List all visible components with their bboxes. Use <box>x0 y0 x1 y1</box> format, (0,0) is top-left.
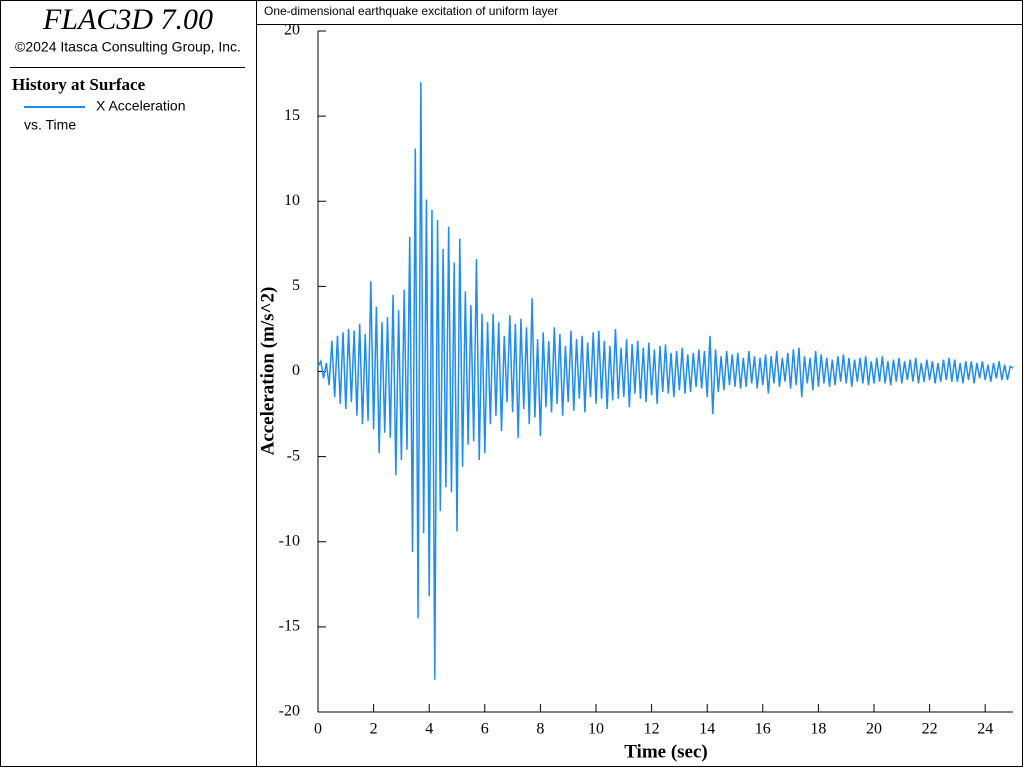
x-tick-label: 16 <box>755 721 771 738</box>
y-tick-label: 20 <box>284 22 300 39</box>
x-tick-label: 0 <box>314 721 322 738</box>
data-line <box>317 82 1014 680</box>
chart-title: One-dimensional earthquake excitation of… <box>264 4 558 18</box>
y-tick-label: 5 <box>292 277 300 294</box>
x-tick-label: 8 <box>536 721 544 738</box>
x-tick-label: 14 <box>699 721 715 738</box>
x-tick-label: 24 <box>977 721 993 738</box>
x-tick-label: 10 <box>588 721 604 738</box>
history-title: History at Surface <box>12 75 146 94</box>
y-tick-label: 10 <box>284 192 300 209</box>
y-tick-label: -20 <box>279 703 300 720</box>
x-tick-label: 4 <box>425 721 433 738</box>
x-tick-label: 6 <box>481 721 489 738</box>
copyright: ©2024 Itasca Consulting Group, Inc. <box>15 39 241 55</box>
y-axis-label: Acceleration (m/s^2) <box>257 287 278 456</box>
history-vs: vs. Time <box>24 117 76 133</box>
y-tick-label: 0 <box>292 362 300 379</box>
x-tick-label: 12 <box>644 721 660 738</box>
legend-label: X Acceleration <box>96 98 186 114</box>
x-axis-label: Time (sec) <box>624 741 708 762</box>
y-tick-label: -5 <box>287 447 300 464</box>
x-tick-label: 20 <box>866 721 882 738</box>
x-tick-label: 2 <box>370 721 378 738</box>
x-tick-label: 22 <box>922 721 938 738</box>
y-tick-label: -15 <box>279 618 300 635</box>
x-tick-label: 18 <box>810 721 826 738</box>
software-name: FLAC3D 7.00 <box>42 3 213 36</box>
y-tick-label: -10 <box>279 532 300 549</box>
y-tick-label: 15 <box>284 107 300 124</box>
